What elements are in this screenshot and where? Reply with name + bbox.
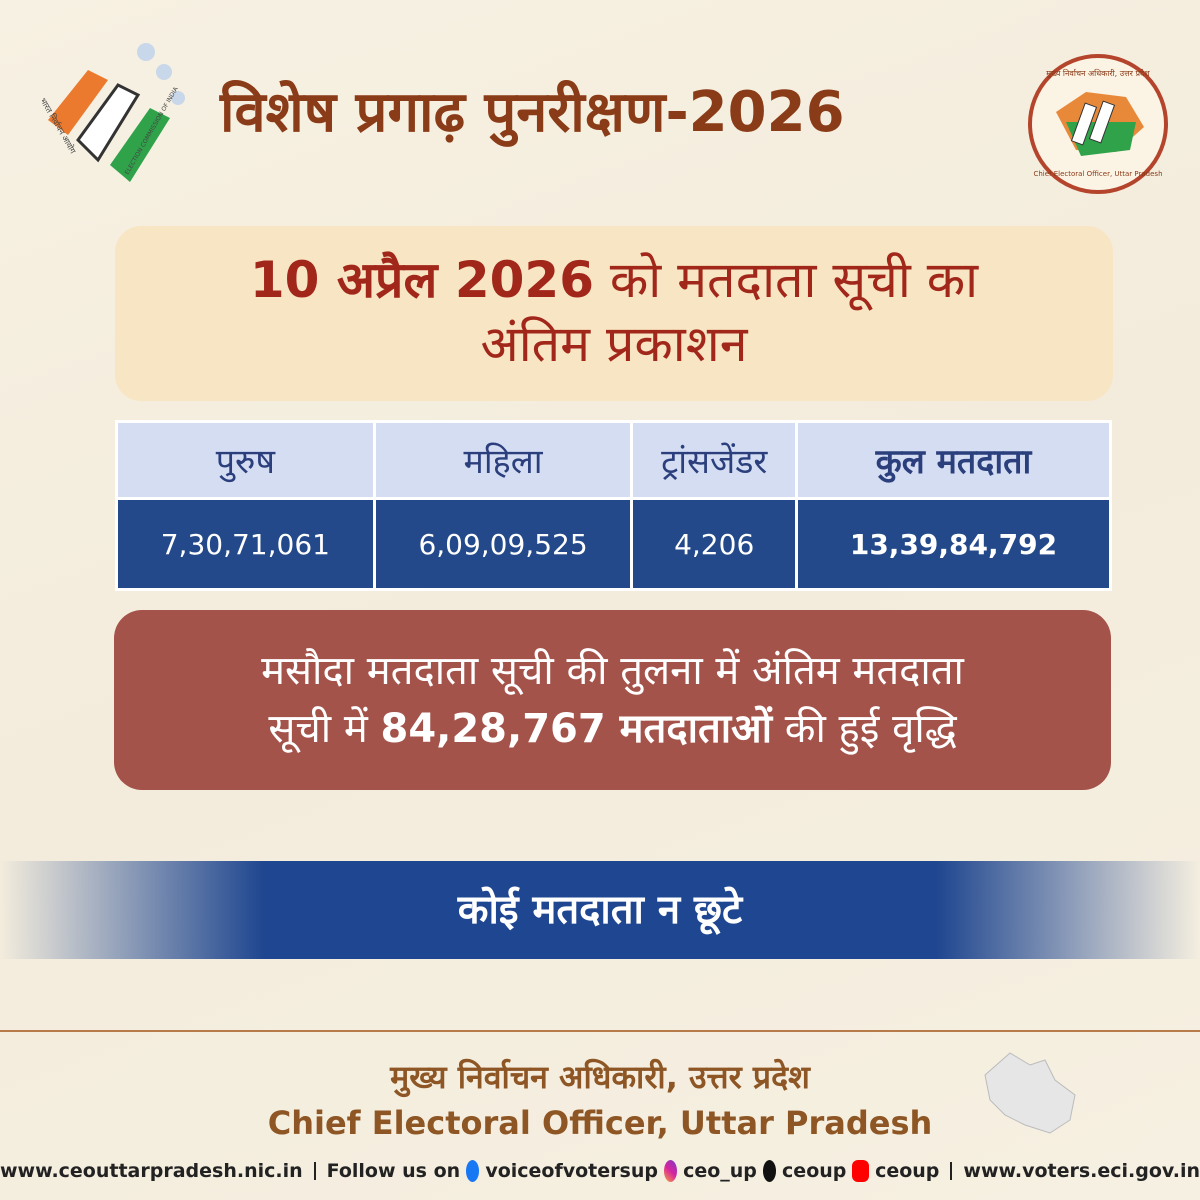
footer-hindi: मुख्य निर्वाचन अधिकारी, उत्तर प्रदेश (390, 1058, 810, 1096)
eci-logo: भारत निर्वाचन आयोग ELECTION COMMISSION O… (38, 43, 185, 182)
table-cell: 13,39,84,792 (794, 497, 1113, 591)
separator (950, 1162, 953, 1180)
link[interactable]: voiceofvotersup (485, 1160, 658, 1182)
facebook-icon (466, 1160, 480, 1182)
table-header: महिला (372, 420, 634, 500)
voter-table: पुरुष महिला ट्रांसजेंडर कुल मतदाता 7,30,… (115, 420, 1113, 591)
youtube-icon (852, 1160, 870, 1182)
up-map (984, 1052, 1076, 1134)
summary-highlight: 84,28,767 मतदाताओं (380, 706, 772, 752)
table-header: ट्रांसजेंडर (630, 420, 798, 500)
table-header: कुल मतदाता (794, 420, 1113, 500)
follow-label: Follow us on (326, 1160, 461, 1182)
headline-date: 10 अप्रैल 2026 (249, 251, 594, 309)
ceo-logo-hindi: मुख्य निर्वाचन अधिकारी, उत्तर प्रदेश (1046, 68, 1150, 79)
table-cell: 4,206 (630, 497, 798, 591)
headline-box: 10 अप्रैल 2026 को मतदाता सूची का अंतिम प… (115, 226, 1113, 401)
summary-text: की हुई वृद्धि (784, 706, 957, 752)
summary-box: मसौदा मतदाता सूची की तुलना में अंतिम मतद… (114, 610, 1111, 790)
footer-english: Chief Electoral Officer, Uttar Pradesh (267, 1104, 933, 1142)
headline-text: अंतिम प्रकाशन (480, 315, 748, 373)
link[interactable]: ceo_up (683, 1160, 757, 1182)
divider (0, 1030, 1200, 1032)
separator (313, 1162, 316, 1180)
table-cell: 7,30,71,061 (115, 497, 376, 591)
link[interactable]: ceoup (782, 1160, 847, 1182)
link[interactable]: www.voters.eci.gov.in (963, 1160, 1200, 1182)
ceo-logo: मुख्य निर्वाचन अधिकारी, उत्तर प्रदेश Chi… (1028, 54, 1168, 194)
headline-text: को मतदाता सूची का (609, 251, 979, 309)
slogan-banner: कोई मतदाता न छूटे (0, 861, 1200, 959)
link[interactable]: ceoup (875, 1160, 940, 1182)
table-header: पुरुष (115, 420, 376, 500)
x-icon (762, 1160, 777, 1182)
summary-text: सूची में (268, 706, 368, 752)
instagram-icon (663, 1160, 678, 1182)
links-bar: www.ceouttarpradesh.nic.in Follow us on … (0, 1152, 1200, 1190)
table-cell: 6,09,09,525 (372, 497, 634, 591)
summary-text: मसौदा मतदाता सूची की तुलना में अंतिम मतद… (261, 648, 964, 694)
link[interactable]: www.ceouttarpradesh.nic.in (0, 1160, 303, 1182)
ceo-logo-english: Chief Electoral Officer, Uttar Pradesh (1033, 170, 1162, 178)
title: विशेष प्रगाढ़ पुनरीक्षण-2026 (220, 80, 845, 145)
